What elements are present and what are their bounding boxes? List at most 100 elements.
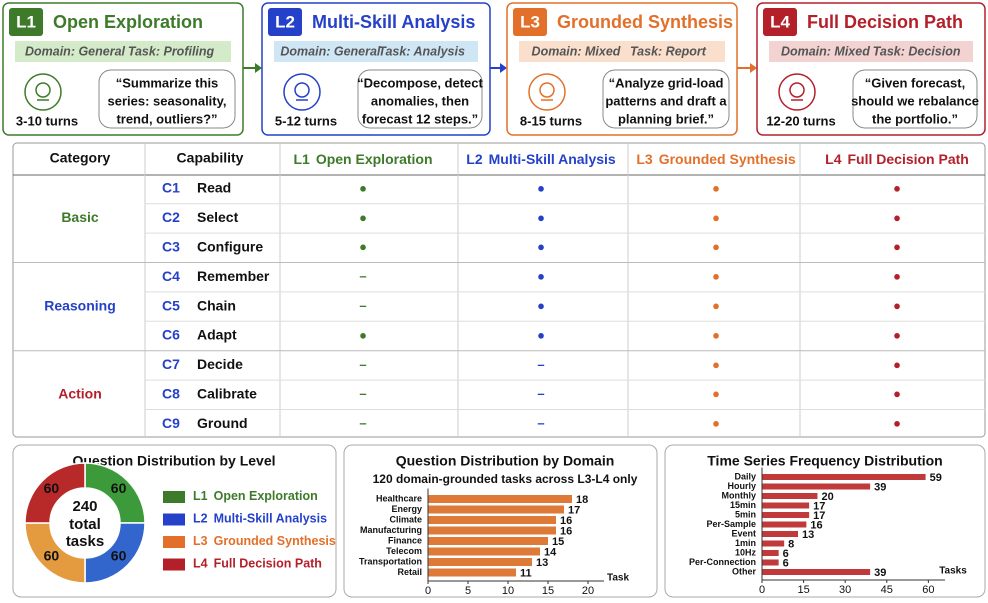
chart-title: Time Series Frequency Distribution xyxy=(707,453,942,469)
capability-id: C7 xyxy=(162,356,180,372)
value-label: 17 xyxy=(813,500,825,512)
x-tick-label: 0 xyxy=(425,585,431,597)
legend-swatch xyxy=(163,558,185,571)
category-label: Transportation xyxy=(359,556,422,566)
domain-tag: Domain: Mixed xyxy=(781,44,870,58)
support-cell: ● xyxy=(893,357,901,372)
bar xyxy=(428,495,572,503)
bar xyxy=(762,493,818,499)
support-cell: ● xyxy=(893,210,901,225)
value-label: 8 xyxy=(788,538,794,550)
category-label: Healthcare xyxy=(376,493,422,503)
capability-name: Decide xyxy=(197,356,243,372)
capability-id: C8 xyxy=(162,386,180,402)
support-cell: – xyxy=(537,357,544,372)
donut-total-label: total xyxy=(69,516,101,533)
task-tag: Task: Analysis xyxy=(378,44,465,58)
support-cell: ● xyxy=(712,239,720,254)
icon-inner xyxy=(789,82,805,98)
capability-id: C4 xyxy=(162,268,180,284)
capability-name: Ground xyxy=(197,415,248,431)
category-label: Telecom xyxy=(386,546,422,556)
header-badge: L3 xyxy=(636,151,653,167)
x-tick-label: 15 xyxy=(542,585,554,597)
donut-slice xyxy=(24,462,86,524)
turns: 3-10 turns xyxy=(16,113,78,128)
donut-total-label: tasks xyxy=(66,533,104,550)
support-cell: – xyxy=(359,416,366,431)
support-cell: ● xyxy=(712,386,720,401)
legend-label: L2 Multi-Skill Analysis xyxy=(193,512,327,526)
icon xyxy=(283,73,321,111)
x-tick-label: 0 xyxy=(759,584,765,596)
capability-id: C5 xyxy=(162,297,180,313)
capability-id: C6 xyxy=(162,327,180,343)
category-label: 1min xyxy=(735,538,756,548)
bar xyxy=(762,483,871,490)
quote-line: patterns and draft a xyxy=(605,93,727,108)
bar xyxy=(762,569,871,575)
badge xyxy=(9,8,43,36)
capability-id: C1 xyxy=(162,180,180,196)
arrow-head xyxy=(750,63,757,73)
badge xyxy=(268,8,302,36)
quote-line: “Decompose, detect xyxy=(357,75,483,90)
category-label: Per-Connection xyxy=(689,557,756,567)
legend-badge: L1 xyxy=(193,489,208,503)
legend-label: L3 Grounded Synthesis xyxy=(193,534,336,548)
chart-title: Question Distribution by Level xyxy=(72,453,275,469)
support-cell: ● xyxy=(712,180,720,195)
slice-label: 60 xyxy=(44,547,60,563)
bar xyxy=(762,474,926,480)
x-tick-label: 60 xyxy=(922,584,934,596)
category-label: Climate xyxy=(389,514,422,524)
tag-bar xyxy=(769,41,973,62)
turns: 12-20 turns xyxy=(766,113,835,128)
quote-line: should we rebalance xyxy=(851,93,979,108)
speech-bubble xyxy=(852,69,978,129)
value-label: 39 xyxy=(874,481,886,493)
category-label: Basic xyxy=(61,209,99,225)
capability-name: Read xyxy=(197,180,231,196)
category-label: Monthly xyxy=(722,490,757,500)
table-header: L1 Open Exploration xyxy=(293,151,432,167)
quote-line: trend, outliers?” xyxy=(116,111,217,126)
table-header: Category xyxy=(50,150,111,166)
x-tick-label: 5 xyxy=(465,585,471,597)
support-cell: – xyxy=(359,357,366,372)
x-tick-label: 30 xyxy=(839,584,851,596)
quote-line: “Analyze grid-load xyxy=(609,75,724,90)
support-cell: ● xyxy=(359,239,367,254)
icon xyxy=(528,73,566,111)
bar xyxy=(428,568,516,577)
support-cell: ● xyxy=(537,210,545,225)
header-title: Open Exploration xyxy=(316,151,433,167)
support-cell: ● xyxy=(359,327,367,342)
slice-label: 60 xyxy=(44,480,60,496)
table-header: L2 Multi-Skill Analysis xyxy=(466,151,616,167)
capability-id: C9 xyxy=(162,415,180,431)
bar xyxy=(428,558,532,566)
icon xyxy=(778,73,816,111)
legend-swatch xyxy=(163,513,185,526)
support-cell: ● xyxy=(712,327,720,342)
bar xyxy=(428,516,556,524)
turns: 5-12 turns xyxy=(275,113,337,128)
category-label: Retail xyxy=(397,567,422,577)
support-cell: ● xyxy=(537,180,545,195)
bar xyxy=(762,512,810,518)
value-label: 18 xyxy=(576,494,588,506)
badge-text: L1 xyxy=(16,12,36,31)
table-header: L4 Full Decision Path xyxy=(825,151,969,167)
bar xyxy=(428,537,548,545)
icon xyxy=(24,73,62,111)
category-label: Manufacturing xyxy=(360,525,422,535)
capability-id: C2 xyxy=(162,209,180,225)
category-label: Per-Sample xyxy=(706,519,756,529)
icon-inner xyxy=(539,82,555,98)
category-label: 15min xyxy=(730,500,756,510)
header-badge: L4 xyxy=(825,151,842,167)
support-cell: ● xyxy=(359,180,367,195)
badge-text: L3 xyxy=(520,12,540,31)
support-cell: ● xyxy=(712,357,720,372)
